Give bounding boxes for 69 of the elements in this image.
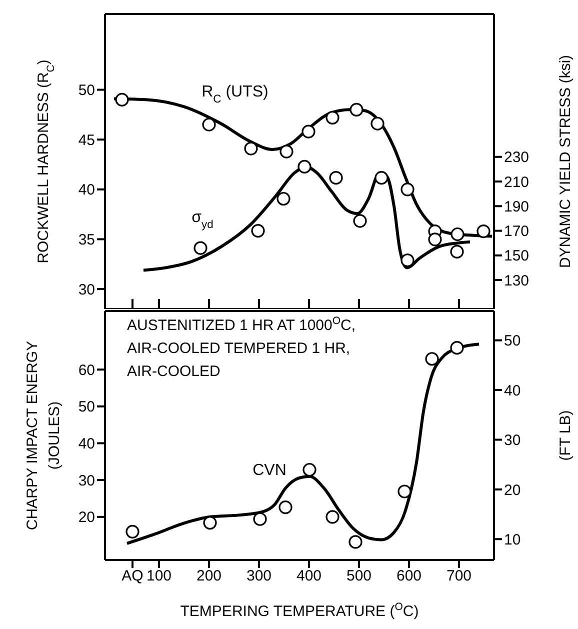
point xyxy=(428,232,442,246)
line-series xyxy=(126,342,480,545)
point xyxy=(450,341,464,355)
y2-tick-label: 130 xyxy=(504,272,530,290)
x-tick-label: 500 xyxy=(346,568,372,585)
point xyxy=(251,224,265,238)
point xyxy=(450,227,464,242)
point xyxy=(202,118,216,132)
y-axis-title: CHARPY IMPACT ENERGY (JOULES) xyxy=(24,340,63,530)
y2-tick-label: 190 xyxy=(504,198,530,216)
point xyxy=(398,484,412,498)
point xyxy=(276,192,290,206)
point xyxy=(244,142,258,156)
point xyxy=(329,171,343,185)
y2-tick-label: 10 xyxy=(504,531,521,548)
series-label: σ$_{yd}$ xyxy=(192,209,214,232)
y2-tick-label: 210 xyxy=(504,174,530,191)
point xyxy=(400,182,414,196)
point xyxy=(278,500,292,514)
y-tick-label: 40 xyxy=(78,436,95,453)
series-label: R$_{C}$ (UTS) xyxy=(202,84,268,106)
y-tick-label: 30 xyxy=(78,281,95,298)
y-tick-label: 20 xyxy=(78,509,95,526)
y2-tick-label: 40 xyxy=(504,382,521,400)
point xyxy=(126,524,140,538)
y-tick-label: 50 xyxy=(78,82,95,100)
point xyxy=(348,535,362,549)
point xyxy=(370,116,384,130)
point xyxy=(115,92,129,107)
point xyxy=(450,244,464,259)
y2-tick-label: 50 xyxy=(504,332,521,350)
point xyxy=(400,254,414,268)
y2-tick-label: 30 xyxy=(504,432,521,450)
point xyxy=(302,462,316,477)
annotation: AUSTENITIZED 1 HR AT 1000$^{O}$C, AIR-COOLED TEMPERED 1 HR, AIR-COOLED xyxy=(127,315,356,380)
y2-tick-label: 150 xyxy=(504,248,530,265)
y2-axis-title: (FT LB) xyxy=(557,410,574,461)
x-tick-label: 700 xyxy=(446,568,472,585)
y-tick-label: 30 xyxy=(78,472,95,490)
x-tick-label: 300 xyxy=(246,568,272,585)
x-tick-label: 400 xyxy=(296,568,322,585)
point xyxy=(203,516,217,530)
point xyxy=(326,110,340,124)
y-tick-label: 50 xyxy=(78,398,95,416)
point xyxy=(280,144,294,158)
x-tick-label: 600 xyxy=(396,568,422,585)
x-axis-title: TEMPERING TEMPERATURE ($^{O}$C) xyxy=(180,601,419,620)
series-label: CVN xyxy=(252,462,286,479)
point xyxy=(350,102,364,116)
y2-tick-label: 230 xyxy=(504,149,530,166)
y2-axis-title: DYNAMIC YIELD STRESS (ksi) xyxy=(557,54,574,268)
point xyxy=(425,352,439,366)
point xyxy=(353,214,367,228)
y-tick-label: 45 xyxy=(78,132,95,149)
y2-tick-label: 170 xyxy=(504,223,530,240)
point xyxy=(298,160,312,174)
y-tick-label: 35 xyxy=(78,232,95,249)
point xyxy=(194,241,208,255)
y-tick-label: 40 xyxy=(78,182,95,199)
point xyxy=(253,512,267,526)
point xyxy=(302,124,316,138)
y-tick-label: 60 xyxy=(78,362,95,379)
x-tick-label: 100 xyxy=(146,568,172,585)
y2-tick-label: 20 xyxy=(504,482,521,499)
x-tick-label: 200 xyxy=(196,568,222,585)
x-tick-label: AQ xyxy=(122,568,144,585)
point xyxy=(326,510,340,524)
point xyxy=(374,171,388,185)
point xyxy=(476,224,490,238)
